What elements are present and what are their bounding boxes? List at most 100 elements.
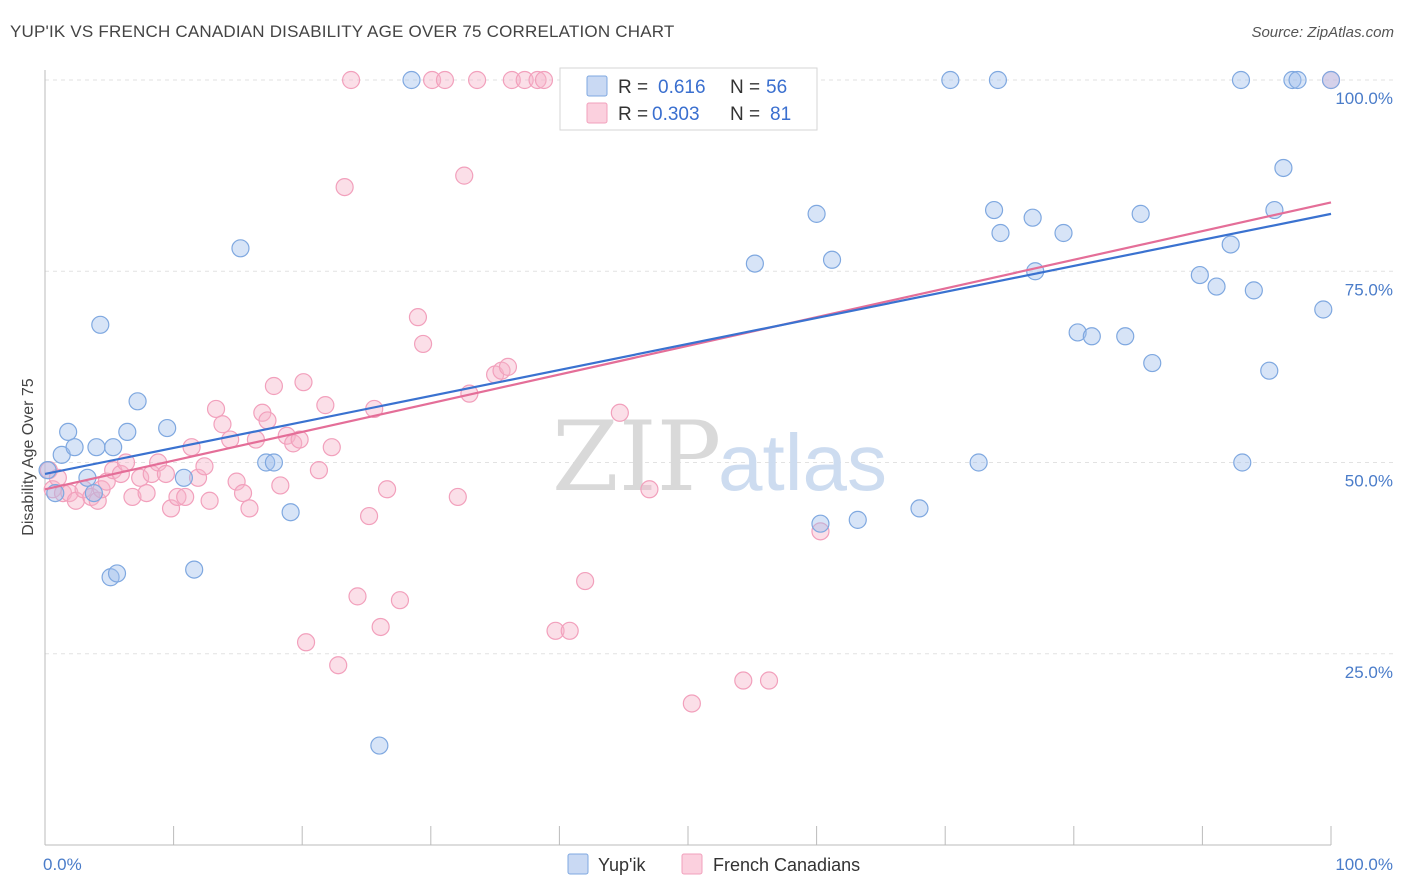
data-point-yupik (1260, 361, 1279, 380)
data-point-french (502, 70, 521, 90)
data-point-yupik (1190, 265, 1209, 285)
series-yupik (38, 70, 1341, 755)
data-point-french (161, 499, 181, 518)
x-tick-label: 0.0% (43, 855, 82, 874)
data-point-yupik (370, 736, 389, 755)
data-point-yupik (1221, 235, 1240, 254)
data-point-french (560, 621, 579, 640)
data-point-french (534, 70, 554, 90)
data-point-yupik (185, 560, 204, 579)
data-point-yupik (59, 422, 78, 441)
data-point-french (682, 694, 701, 713)
data-point-french (348, 587, 367, 606)
data-point-french (156, 464, 175, 484)
data-point-yupik (118, 422, 137, 441)
watermark-zip: ZIP (552, 401, 721, 513)
data-point-french (413, 334, 433, 354)
data-point-french (377, 480, 397, 499)
legend-swatch-french (586, 102, 608, 124)
bottom-legend-label-yupik: Yup'ik (598, 855, 646, 875)
y-tick-label: 50.0% (1345, 472, 1393, 491)
data-point-french (546, 621, 565, 640)
data-point-yupik (1026, 262, 1045, 281)
data-point-french (329, 656, 348, 675)
series-french-canadians (39, 70, 1341, 713)
data-point-yupik (988, 70, 1008, 90)
data-point-yupik (1054, 223, 1073, 243)
x-axis-ticks (44, 826, 1332, 845)
data-point-french (455, 166, 474, 185)
data-point-yupik (1143, 353, 1162, 373)
data-point-yupik (745, 254, 764, 273)
data-point-french (390, 591, 410, 610)
data-point-yupik (104, 438, 123, 457)
data-point-french (759, 671, 779, 690)
bottom-legend-swatch-yupik (567, 853, 589, 875)
data-point-french (137, 484, 156, 503)
data-point-french (264, 376, 284, 396)
correlation-legend: R = 0.616 N = 56 R = 0.303 N = 81 (559, 67, 818, 131)
data-point-yupik (1068, 323, 1087, 342)
legend-r-value-yupik: 0.616 (658, 77, 706, 98)
data-point-yupik (158, 418, 177, 438)
data-point-french (188, 468, 208, 487)
gridlines (45, 79, 1395, 655)
data-point-french (422, 70, 442, 90)
chart-title: YUP'IK VS FRENCH CANADIAN DISABILITY AGE… (10, 22, 675, 41)
data-point-french (309, 461, 329, 480)
y-tick-label: 75.0% (1345, 280, 1393, 299)
data-point-yupik (91, 315, 110, 334)
data-point-french (176, 487, 195, 507)
data-point-yupik (1314, 300, 1333, 319)
bottom-legend-swatch-french (681, 853, 703, 875)
data-point-yupik (128, 392, 147, 411)
data-point-yupik (1321, 70, 1341, 90)
data-point-french (734, 671, 753, 690)
data-point-yupik (1274, 158, 1293, 178)
source-credit: Source: ZipAtlas.com (1251, 24, 1394, 41)
data-point-yupik (87, 438, 106, 457)
data-point-french (467, 70, 487, 90)
data-point-french (335, 178, 354, 197)
data-point-yupik (822, 250, 842, 269)
data-point-french (435, 70, 455, 90)
legend-n-value-yupik: 56 (766, 77, 787, 98)
data-point-french (290, 430, 309, 449)
data-point-french (528, 70, 547, 90)
data-point-french (123, 487, 142, 507)
data-point-french (359, 506, 379, 526)
data-point-french (515, 70, 534, 90)
data-point-french (448, 487, 467, 507)
data-point-french (640, 480, 659, 499)
x-tick-labels: 0.0% 100.0% (43, 855, 1393, 874)
data-point-french (610, 403, 629, 422)
data-point-yupik (264, 453, 284, 472)
data-point-french (271, 476, 290, 495)
data-point-yupik (1116, 327, 1135, 346)
data-point-french (240, 499, 259, 518)
data-point-french (213, 415, 232, 434)
data-point-french (296, 633, 316, 652)
legend-n-label-yupik: N = (730, 77, 760, 98)
data-point-yupik (174, 468, 193, 487)
y-tick-label: 25.0% (1345, 663, 1393, 682)
data-point-yupik (1233, 453, 1252, 472)
data-point-french (811, 522, 830, 541)
trendlines (44, 201, 1332, 491)
data-point-yupik (231, 239, 250, 258)
data-point-yupik (257, 453, 276, 472)
data-point-yupik (281, 503, 300, 522)
axes (44, 70, 1332, 846)
data-point-yupik (969, 453, 988, 472)
data-point-french (371, 617, 390, 637)
x-tick-label: 100.0% (1335, 855, 1393, 874)
data-point-french (221, 430, 240, 449)
data-point-french (168, 487, 187, 507)
y-tick-labels: 25.0% 50.0% 75.0% 100.0% (1335, 89, 1393, 682)
data-point-french (322, 438, 341, 457)
data-point-yupik (38, 461, 57, 480)
data-point-yupik (402, 70, 421, 90)
legend-r-label-french: R = (618, 104, 648, 125)
data-point-french (408, 308, 428, 327)
data-point-french (195, 457, 214, 476)
